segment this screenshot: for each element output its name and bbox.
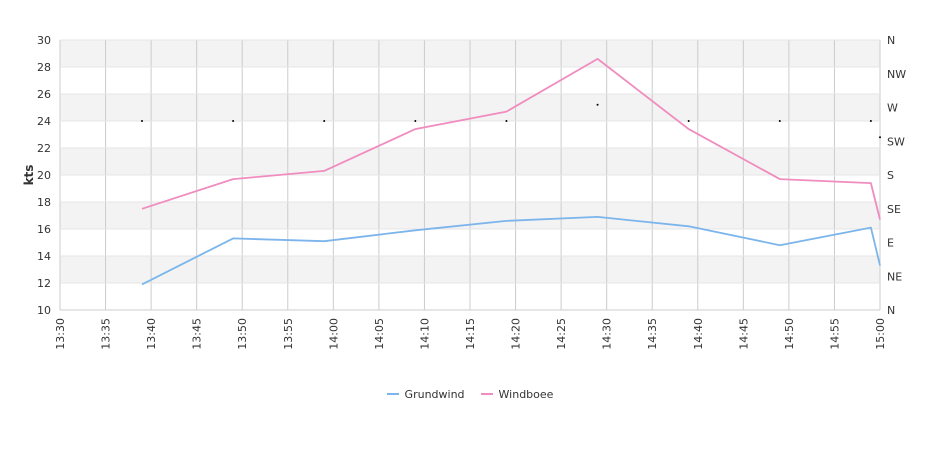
- x-axis: 13:30 13:35 13:40 13:45 13:50 13:55 14:00 14:05…: [54, 309, 887, 350]
- direction-point: [596, 103, 599, 106]
- y-tick-label: 14: [37, 250, 51, 263]
- y2-tick-label: N: [887, 34, 895, 47]
- y2-tick-label: E: [887, 237, 894, 250]
- y2-tick-label: SW: [887, 135, 905, 148]
- y2-tick-label: N: [887, 304, 895, 317]
- series-line-grundwind: [141, 215, 881, 286]
- y-axis-left: 10 12 14 16 18 20 22 24 26 28 30: [37, 34, 51, 317]
- direction-points: [141, 103, 881, 139]
- direction-point: [232, 120, 235, 122]
- x-tick-label: 13:35: [100, 318, 113, 350]
- x-tick-label: 14:10: [418, 318, 431, 350]
- x-tick-label: 13:50: [236, 318, 249, 350]
- y2-tick-label: S: [887, 169, 894, 182]
- direction-point: [879, 136, 881, 139]
- direction-point: [505, 120, 508, 122]
- y-tick-label: 18: [37, 196, 51, 209]
- x-tick-label: 14:20: [510, 318, 523, 350]
- direction-point: [869, 120, 872, 122]
- x-tick-label: 15:00: [874, 318, 887, 350]
- y-tick-label: 28: [37, 61, 51, 74]
- legend-label: Windboee: [498, 387, 554, 401]
- x-tick-label: 13:30: [54, 318, 67, 350]
- y-tick-label: 30: [37, 34, 51, 47]
- y-axis-label: kts: [22, 165, 36, 186]
- legend-swatch: [480, 393, 493, 395]
- legend-swatch: [386, 393, 399, 395]
- x-tick-label: 14:05: [373, 318, 386, 350]
- x-tick-label: 14:50: [783, 318, 796, 350]
- x-tick-label: 14:15: [464, 318, 477, 350]
- x-tick-label: 14:25: [555, 318, 568, 350]
- y2-tick-label: NW: [887, 68, 906, 81]
- direction-point: [141, 120, 143, 122]
- y-tick-label: 10: [37, 304, 51, 317]
- y-tick-label: 12: [37, 277, 51, 290]
- series-line-windboee: [141, 58, 881, 220]
- y-axis-right-direction: N NE E SE S SW W NW N: [887, 34, 906, 317]
- x-tick-label: 13:55: [282, 318, 295, 350]
- legend-item-windboee[interactable]: Windboee: [480, 386, 554, 402]
- y-tick-label: 24: [37, 115, 51, 128]
- x-tick-label: 13:45: [191, 318, 204, 350]
- y-tick-label: 16: [37, 223, 51, 236]
- y2-tick-label: NE: [887, 270, 902, 283]
- x-tick-label: 14:55: [828, 318, 841, 350]
- y2-tick-label: W: [887, 102, 898, 115]
- x-tick-label: 14:00: [327, 318, 340, 350]
- x-tick-label: 13:40: [145, 318, 158, 350]
- direction-point: [323, 120, 326, 122]
- x-tick-label: 14:30: [601, 318, 614, 350]
- legend-item-grundwind[interactable]: Grundwind: [386, 386, 465, 402]
- direction-point: [778, 120, 781, 122]
- y2-tick-label: SE: [887, 203, 901, 216]
- direction-point: [414, 120, 417, 122]
- direction-point: [687, 120, 690, 122]
- x-tick-label: 14:35: [646, 318, 659, 350]
- x-tick-label: 14:40: [692, 318, 705, 350]
- legend-label: Grundwind: [404, 387, 465, 401]
- legend: Grundwind Windboee: [0, 386, 940, 402]
- y-tick-label: 26: [37, 88, 51, 101]
- x-tick-label: 14:45: [737, 318, 750, 350]
- y-tick-label: 20: [37, 169, 51, 182]
- y-tick-label: 22: [37, 142, 51, 155]
- series-lines: [141, 58, 881, 286]
